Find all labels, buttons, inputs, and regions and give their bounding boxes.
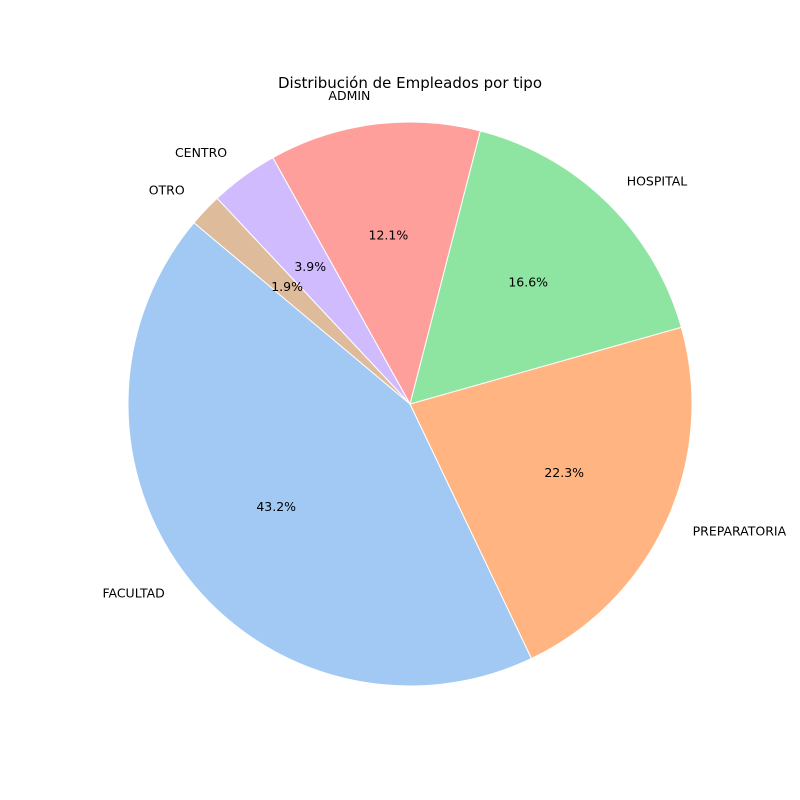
- slice-label-centro: CENTRO: [175, 145, 227, 160]
- slice-label-facultad: FACULTAD: [102, 586, 164, 601]
- slice-percent-admin: 12.1%: [369, 228, 409, 243]
- pie-slices: [127, 121, 693, 687]
- pie-labels: FACULTAD 43.2% PREPARATORIA 22.3% HOSPITAL 16…: [102, 88, 786, 601]
- pie-slice-preparatoria: [409, 326, 693, 660]
- slice-percent-preparatoria: 22.3%: [544, 465, 584, 480]
- slice-percent-centro: 3.9%: [294, 259, 326, 274]
- chart-title: Distribución de Empleados por tipo: [278, 74, 542, 92]
- slice-label-otro: OTRO: [149, 182, 185, 197]
- pie-slice-otro: [193, 197, 411, 405]
- slice-percent-hospital: 16.6%: [508, 274, 548, 289]
- pie-slice-facultad: [127, 222, 533, 687]
- pie-slice-hospital: [409, 130, 682, 405]
- slice-percent-facultad: 43.2%: [256, 499, 296, 514]
- slice-percent-otro: 1.9%: [271, 279, 303, 294]
- slice-label-admin: ADMIN: [328, 88, 370, 103]
- pie-slice-admin: [272, 121, 481, 406]
- slice-label-hospital: HOSPITAL: [627, 174, 688, 189]
- slice-label-preparatoria: PREPARATORIA: [693, 523, 787, 538]
